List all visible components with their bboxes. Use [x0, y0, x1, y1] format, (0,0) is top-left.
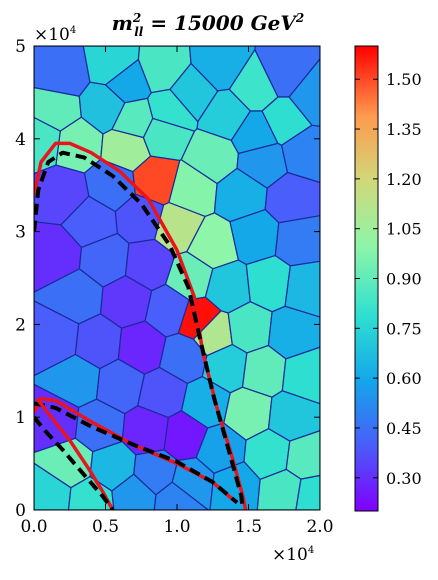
voronoi-cell: [169, 62, 219, 123]
voronoi-cell: [295, 474, 320, 510]
y-tick-label: 1: [15, 408, 26, 428]
red-solid-curve: [35, 397, 115, 510]
voronoi-cell: [227, 301, 273, 354]
colorbar-tick-label: 0.90: [386, 270, 422, 289]
colorbar-tick-label: 1.35: [386, 120, 422, 139]
x-tick-label: 0.5: [92, 517, 119, 537]
colorbar-tick-label: 0.75: [386, 319, 422, 338]
y-tick-label: 5: [15, 37, 26, 57]
y-tick-label: 4: [15, 130, 26, 150]
black-dashed-curve: [34, 401, 239, 505]
x-tick-label: 2.0: [306, 517, 333, 537]
x-tick-label: 0.0: [20, 517, 47, 537]
y-multiplier: ×104: [34, 25, 76, 45]
title-rest: = 15000: [143, 11, 250, 35]
chart-title: m2 ll = 15000 GeV2: [112, 11, 305, 39]
title-unit-sup: 2: [295, 11, 304, 25]
voronoi-cell: [274, 215, 320, 267]
x-multiplier: ×104: [272, 545, 314, 565]
x-multiplier-exp: 4: [308, 545, 314, 556]
colorbar-tick-label: 0.30: [386, 469, 422, 488]
title-sub: ll: [134, 25, 144, 39]
black-dashed-curve: [34, 415, 115, 510]
y-multiplier-exp: 4: [70, 25, 76, 36]
colorbar-tick-label: 0.60: [386, 369, 422, 388]
y-tick-label: 2: [15, 315, 26, 335]
x-tick-label: 1.0: [163, 517, 190, 537]
colorbar-tick-label: 0.45: [386, 419, 422, 438]
voronoi-cell: [230, 110, 279, 155]
colorbar-tick-label: 1.50: [386, 70, 422, 89]
voronoi-cell: [228, 48, 279, 112]
contour-curves: [34, 141, 248, 510]
colorbar-ticks: 0.30 0.45 0.60 0.75 0.90 1.05 1.20 1.35 1.50: [355, 70, 422, 488]
title-unit: GeV: [251, 11, 299, 35]
black-dashed-curve: [34, 150, 245, 510]
y-tick-label: 0: [15, 501, 26, 521]
x-multiplier-base: ×10: [272, 545, 308, 565]
x-tick-label: 1.5: [235, 517, 262, 537]
voronoi-cell: [153, 481, 210, 510]
title-sup: 2: [132, 11, 141, 25]
voronoi-cell: [104, 58, 152, 104]
y-tick-label: 3: [15, 223, 26, 243]
colorbar-tick-label: 1.05: [386, 220, 422, 239]
axes: 0.0 0.5 1.0 1.5 2.0 0 1 2 3 4 5: [15, 37, 333, 537]
plot-area: [33, 45, 321, 511]
voronoi-cell: [288, 58, 320, 127]
colorbar-tick-label: 1.20: [386, 170, 422, 189]
colorbar: 0.30 0.45 0.60 0.75 0.90 1.05 1.20 1.35 1.50: [354, 45, 422, 512]
voronoi-cell: [111, 97, 154, 139]
y-multiplier-base: ×10: [34, 25, 70, 45]
title-main: m: [112, 11, 133, 35]
voronoi-cells: [34, 46, 320, 510]
